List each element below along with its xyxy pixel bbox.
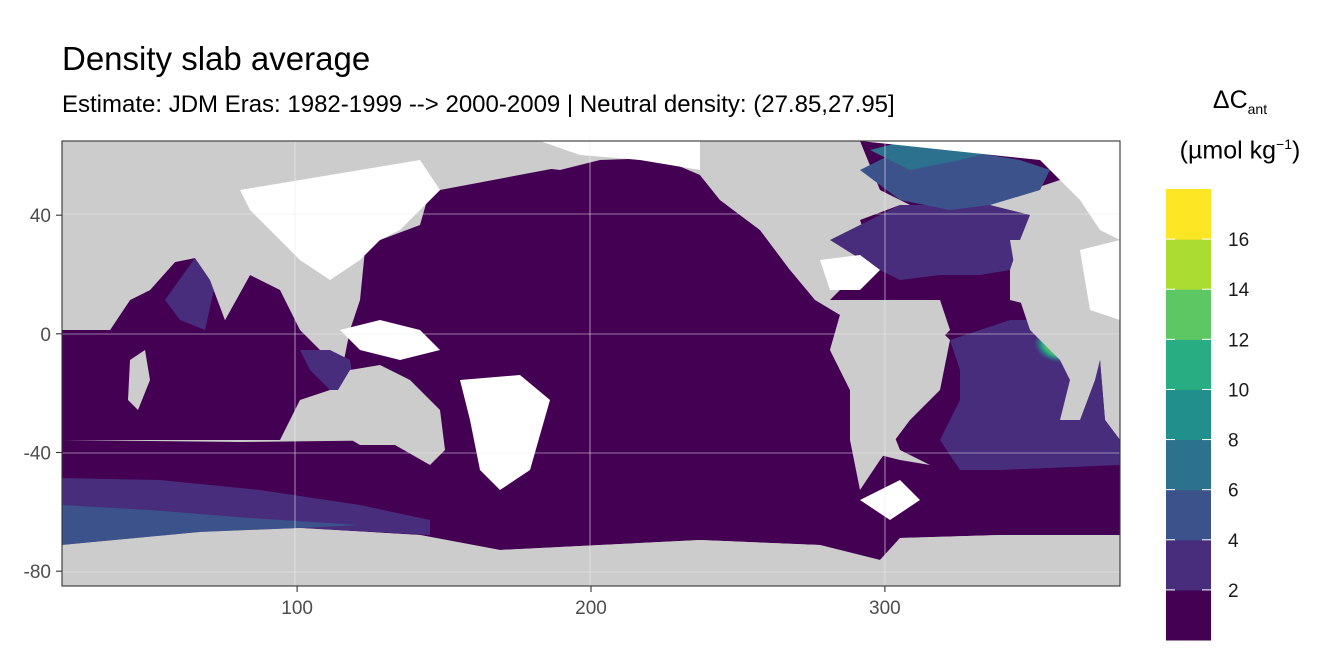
legend-swatch xyxy=(1166,189,1211,240)
weddell-band xyxy=(62,505,360,545)
legend-label: 10 xyxy=(1228,380,1249,401)
x-tick-label: 300 xyxy=(869,598,901,619)
map-panel xyxy=(62,141,1120,586)
north-america xyxy=(700,141,860,270)
legend-label: 2 xyxy=(1228,581,1239,602)
y-tick-label: -40 xyxy=(24,444,51,465)
no-data-pacific-islands xyxy=(460,375,550,490)
legend-colorbar: 2 4 6 8 10 12 14 16 xyxy=(1166,189,1250,641)
legend-swatch xyxy=(1166,339,1211,390)
no-data-indonesia xyxy=(340,320,440,360)
no-data-caribbean xyxy=(820,255,880,290)
legend-swatch xyxy=(1166,289,1211,340)
legend-label: 8 xyxy=(1228,431,1239,452)
indonesian-band xyxy=(300,350,355,390)
legend-unit: (µmol kg−1) xyxy=(1160,136,1320,165)
no-data-siberia xyxy=(860,141,1120,240)
no-data-asia xyxy=(240,160,440,280)
legend-title: ΔCant xyxy=(1160,86,1320,117)
legend-swatch xyxy=(1166,489,1211,541)
legend-unit-open: (µmol kg xyxy=(1179,136,1277,165)
legend-label: 16 xyxy=(1228,230,1249,251)
madagascar xyxy=(128,350,150,410)
y-tick-label: 0 xyxy=(40,325,51,346)
legend-label: 4 xyxy=(1228,531,1239,552)
antarctica xyxy=(62,528,1120,586)
no-data-southwest-atlantic xyxy=(860,480,920,520)
legend-title-subscript: ant xyxy=(1247,101,1268,117)
chart-title: Density slab average xyxy=(62,40,371,77)
legend-swatch xyxy=(1166,389,1211,441)
legend-swatch xyxy=(1166,589,1211,641)
legend-unit-exponent: −1 xyxy=(1276,136,1292,152)
grid-lines xyxy=(62,141,1120,586)
legend-label: 12 xyxy=(1228,330,1249,351)
no-data-patches xyxy=(240,141,1120,520)
legend-swatch xyxy=(1166,439,1211,491)
legend-title-symbol: ΔC xyxy=(1212,86,1248,114)
legend-swatch xyxy=(1166,239,1211,290)
x-axis: 100 200 300 xyxy=(281,586,901,619)
x-tick-label: 100 xyxy=(281,598,313,619)
legend-unit-close: ) xyxy=(1292,136,1301,165)
no-data-arctic-north-america xyxy=(540,141,700,170)
legend-swatch xyxy=(1166,539,1211,591)
chart-subtitle: Estimate: JDM Eras: 1982-1999 --> 2000-2… xyxy=(62,91,895,118)
arabian-band xyxy=(165,258,215,330)
y-tick-label: -80 xyxy=(24,562,51,583)
y-tick-label: 40 xyxy=(30,206,51,227)
no-data-baltic xyxy=(1080,240,1120,320)
south-america xyxy=(830,300,950,490)
north-atlantic-band xyxy=(830,205,1030,280)
x-tick-label: 200 xyxy=(575,598,607,619)
legend-label: 6 xyxy=(1228,481,1239,502)
legend-label: 14 xyxy=(1228,280,1250,301)
y-axis: 40 0 -40 -80 xyxy=(24,206,62,583)
australia xyxy=(335,365,445,465)
